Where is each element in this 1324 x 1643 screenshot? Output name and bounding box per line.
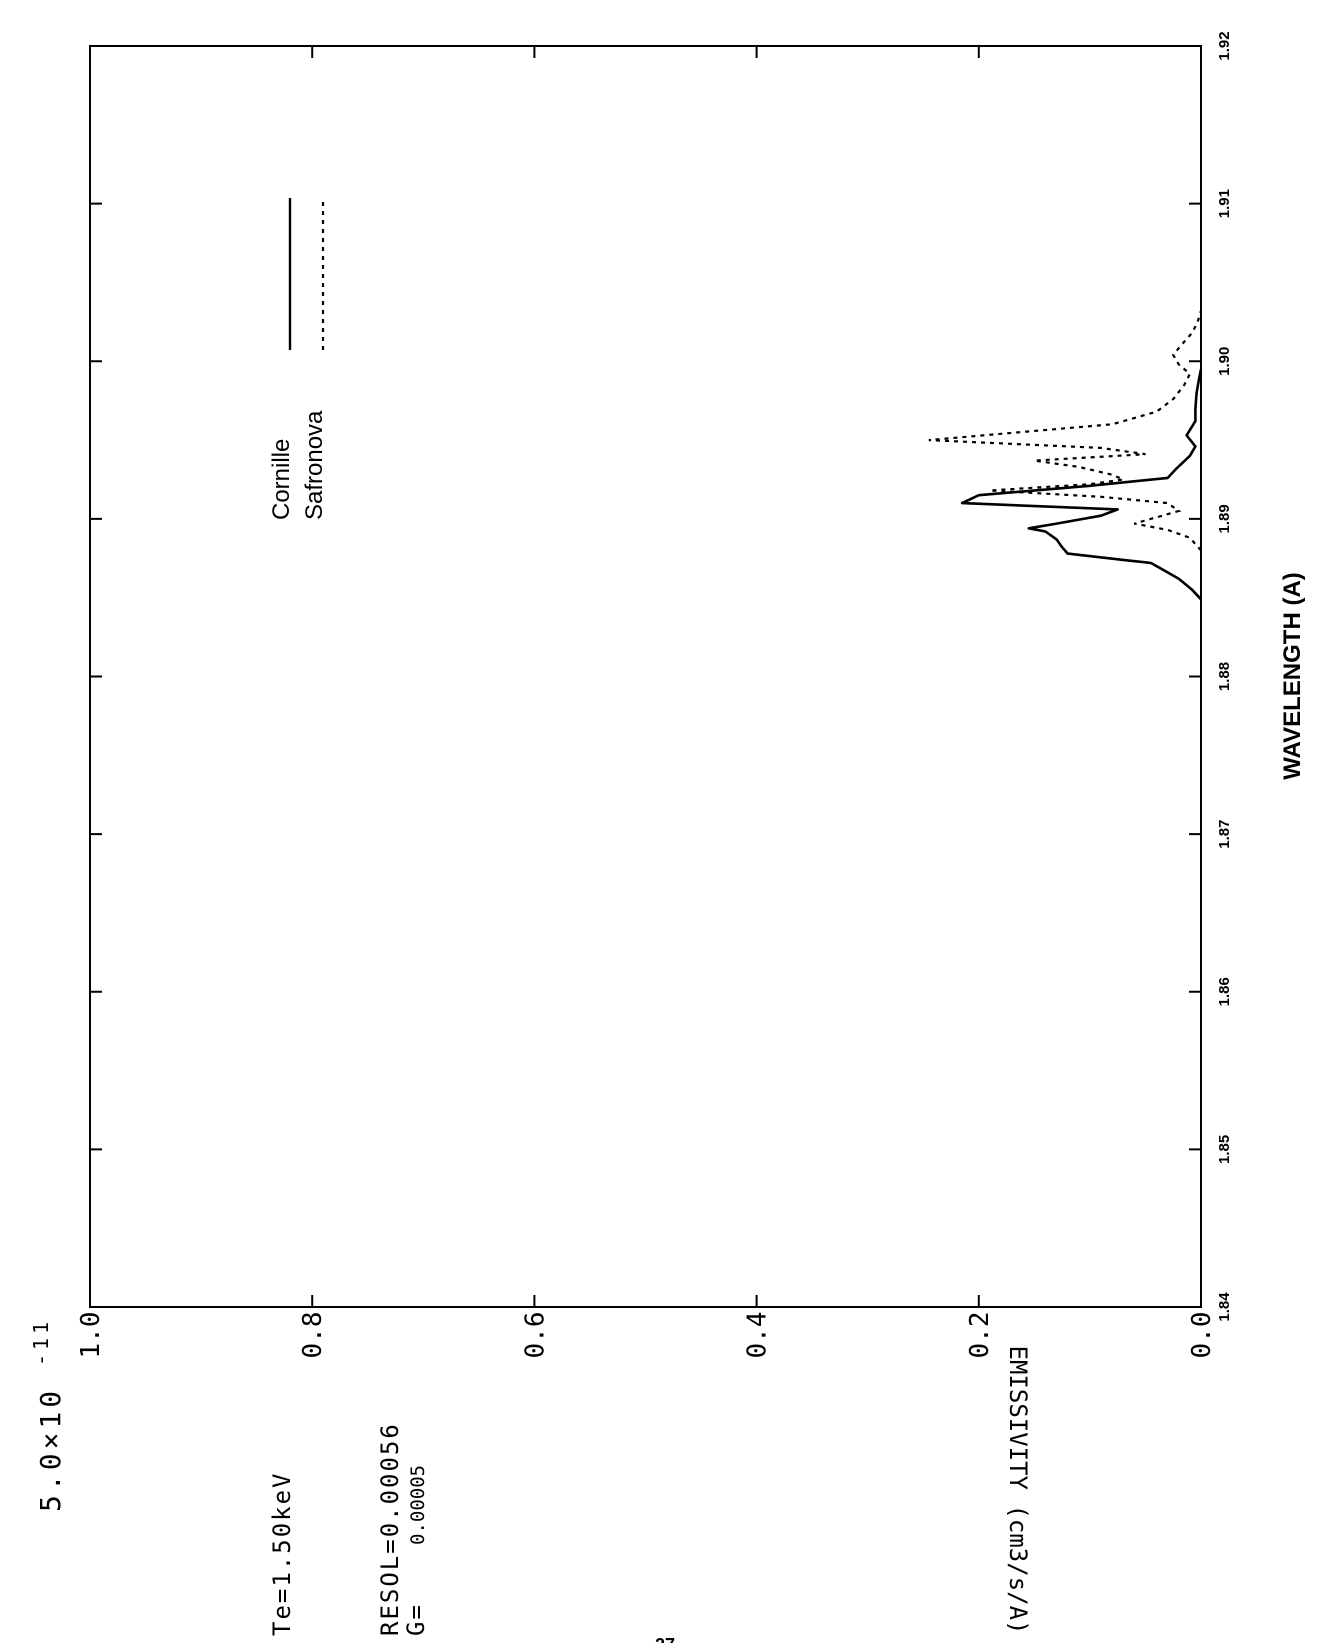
x-tick-label: 1.91 [1216, 189, 1233, 218]
y-scale-factor: 5.0×10 -11 [29, 1318, 67, 1512]
x-tick-label: 1.88 [1216, 662, 1233, 691]
x-tick-label: 1.90 [1216, 347, 1233, 376]
x-tick-label: 1.87 [1216, 820, 1233, 849]
y-scale-base: 5.0×10 [34, 1387, 67, 1512]
x-tick-label: 1.92 [1216, 31, 1233, 60]
te-annotation: Te=1.50keV [268, 1472, 296, 1637]
y-tick-label: 0.4 [743, 1312, 773, 1359]
x-tick-label: 1.89 [1216, 504, 1233, 533]
y-tick-label: 0.0 [1187, 1312, 1217, 1359]
legend-label-cornille: Cornille [268, 439, 295, 520]
legend-label-safronova: Safronova [301, 410, 328, 520]
x-axis-title: WAVELENGTH (A) [1279, 572, 1306, 780]
y-axis-title: EMISSIVITY (cm3/s/A) [1004, 1346, 1032, 1635]
y-scale-exponent: -11 [29, 1318, 53, 1366]
legend: Cornille Safronova [268, 198, 328, 520]
page-number: 27 [655, 1635, 675, 1643]
series-line-safronova [928, 310, 1203, 552]
series-line-cornille [960, 368, 1203, 601]
g-value: 0.00005 [407, 1465, 429, 1545]
series-layer [928, 310, 1203, 601]
y-tick-label: 0.6 [520, 1312, 550, 1359]
resol-annotation: RESOL=0.00056 [376, 1422, 404, 1636]
x-tick-label: 1.84 [1216, 1292, 1233, 1322]
plot-frame [89, 45, 1202, 1308]
y-tick-label: 1.0 [76, 1312, 106, 1359]
x-axis-ticks: 1.84 1.85 1.86 1.87 1.88 1.89 1.90 1.91 1.92 [90, 31, 1233, 1322]
y-tick-label: 0.8 [298, 1312, 328, 1359]
x-tick-label: 1.86 [1216, 977, 1233, 1006]
x-tick-label: 1.85 [1216, 1135, 1233, 1164]
g-label: G= [402, 1603, 430, 1636]
y-tick-label: 0.2 [965, 1312, 995, 1359]
y-axis-ticks: 0.0 0.2 0.4 0.6 0.8 1.0 [76, 46, 1217, 1358]
